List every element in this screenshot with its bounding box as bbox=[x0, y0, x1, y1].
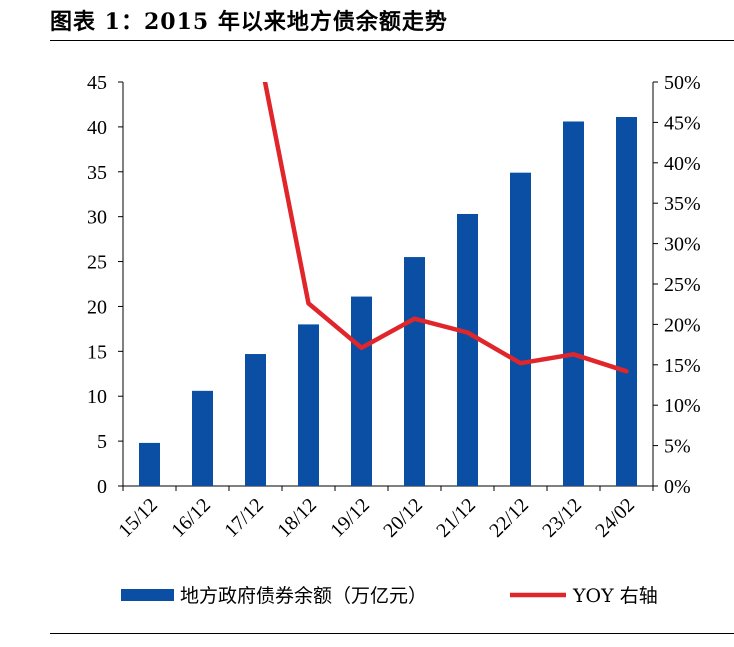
x-tick-label: 24/02 bbox=[591, 494, 639, 542]
axes: 0 5 10 15 20 25 30 35 40 45 0% 5% 10% 15% 20% 25% 30% 35%… bbox=[87, 72, 701, 498]
left-tick-label: 5 bbox=[97, 431, 107, 453]
x-tick-label: 18/12 bbox=[273, 494, 321, 542]
legend-line-label: YOY 右轴 bbox=[572, 585, 658, 607]
yoy-line bbox=[262, 82, 629, 374]
bar-series bbox=[139, 117, 637, 487]
bar bbox=[298, 324, 319, 486]
right-tick-label: 10% bbox=[664, 395, 701, 417]
x-tick-label: 22/12 bbox=[485, 494, 533, 542]
bar bbox=[351, 296, 372, 486]
right-tick-label: 20% bbox=[664, 314, 701, 336]
x-tick-label: 17/12 bbox=[220, 494, 268, 542]
line-point bbox=[520, 362, 521, 364]
left-tick-label: 40 bbox=[87, 117, 107, 139]
left-tick-label: 30 bbox=[87, 207, 107, 229]
legend-bar-swatch bbox=[121, 589, 174, 601]
left-tick-label: 45 bbox=[87, 72, 107, 94]
title-divider bbox=[50, 40, 734, 41]
left-tick-label: 20 bbox=[87, 296, 107, 318]
legend: 地方政府债券余额（万亿元） YOY 右轴 bbox=[121, 585, 658, 607]
left-tick-label: 0 bbox=[97, 476, 107, 498]
left-tick-label: 25 bbox=[87, 252, 107, 274]
bar bbox=[510, 172, 531, 487]
left-tick-label: 35 bbox=[87, 162, 107, 184]
line-series bbox=[255, 33, 629, 374]
x-tick-label: 15/12 bbox=[114, 494, 162, 542]
right-tick-label: 15% bbox=[664, 355, 701, 377]
bottom-divider bbox=[50, 633, 734, 634]
x-tick-label: 20/12 bbox=[379, 494, 427, 542]
bar bbox=[457, 213, 478, 486]
right-tick-label: 35% bbox=[664, 193, 701, 215]
bar bbox=[563, 121, 584, 486]
page-title: 图表 1：2015 年以来地方债余额走势 bbox=[50, 9, 448, 35]
bar bbox=[616, 117, 637, 486]
right-tick-label: 0% bbox=[664, 476, 691, 498]
bar bbox=[192, 390, 213, 486]
line-point bbox=[308, 302, 309, 304]
left-tick-label: 10 bbox=[87, 386, 107, 408]
legend-bar-label: 地方政府债券余额（万亿元） bbox=[180, 585, 427, 607]
bar bbox=[245, 354, 266, 486]
line-point bbox=[255, 33, 256, 34]
bar bbox=[139, 442, 160, 486]
right-tick-label: 5% bbox=[664, 436, 691, 458]
left-tick-label: 15 bbox=[87, 341, 107, 363]
line-point bbox=[361, 347, 362, 349]
right-tick-label: 30% bbox=[664, 234, 701, 256]
right-tick-label: 25% bbox=[664, 274, 701, 296]
x-tick-label: 16/12 bbox=[167, 494, 215, 542]
right-tick-label: 45% bbox=[664, 112, 701, 134]
right-tick-label: 40% bbox=[664, 153, 701, 175]
right-tick-label: 50% bbox=[664, 72, 701, 94]
x-tick-label: 23/12 bbox=[538, 494, 586, 542]
line-point bbox=[626, 370, 627, 372]
bar bbox=[404, 257, 425, 486]
x-tick-labels: 15/12 16/12 17/12 18/12 19/12 20/12 21/12 22/12… bbox=[114, 494, 639, 542]
line-point bbox=[573, 353, 574, 355]
x-tick-label: 21/12 bbox=[432, 494, 480, 542]
line-point bbox=[467, 331, 468, 333]
line-point bbox=[414, 318, 415, 320]
x-tick-label: 19/12 bbox=[326, 494, 374, 542]
